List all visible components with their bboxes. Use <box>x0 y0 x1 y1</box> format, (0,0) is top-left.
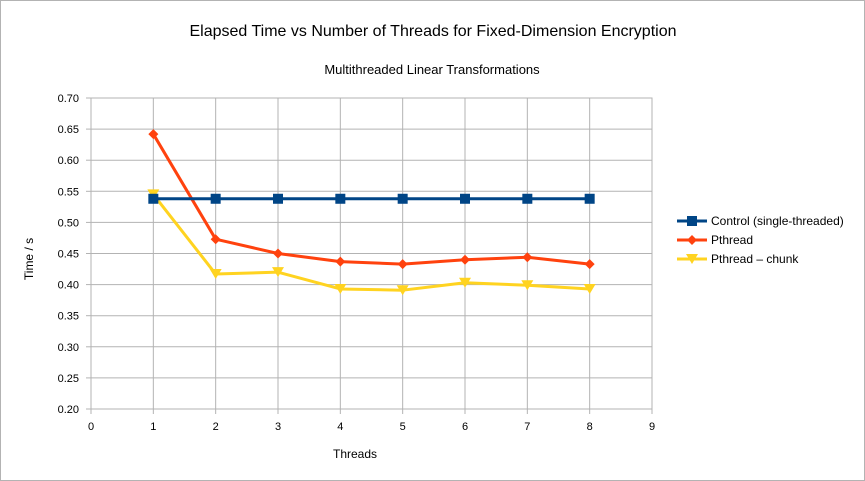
y-tick-label: 0.35 <box>58 311 79 323</box>
legend-item: Pthread – chunk <box>677 252 799 266</box>
y-tick-label: 0.60 <box>58 155 79 167</box>
data-point <box>273 248 283 259</box>
data-point <box>210 234 221 245</box>
x-axis-title: Threads <box>333 447 377 461</box>
data-point <box>459 277 471 288</box>
data-point <box>584 193 595 204</box>
y-tick-label: 0.50 <box>58 217 79 229</box>
data-point <box>210 193 221 204</box>
series-1 <box>148 129 595 270</box>
series <box>147 129 596 296</box>
chart-subtitle: Multithreaded Linear Transformations <box>324 62 540 77</box>
data-point <box>583 283 596 294</box>
data-point <box>273 193 283 204</box>
legend-item: Control (single-threaded) <box>677 214 844 228</box>
legend-item: Pthread <box>677 233 753 247</box>
x-tick-label: 9 <box>649 421 655 433</box>
y-tick-label: 0.55 <box>58 186 79 198</box>
series-line <box>152 193 590 292</box>
data-point <box>148 129 159 140</box>
chart-title: Elapsed Time vs Number of Threads for Fi… <box>189 23 676 40</box>
data-point <box>584 259 595 270</box>
data-point <box>272 267 284 278</box>
y-tick-label: 0.30 <box>58 342 79 354</box>
legend-swatch-marker <box>686 254 698 264</box>
y-tick-label: 0.20 <box>58 404 79 416</box>
plot-border <box>90 97 653 410</box>
data-point <box>148 193 159 204</box>
data-point <box>522 193 533 204</box>
x-tick-label: 2 <box>213 421 219 433</box>
legend-swatch-marker <box>687 216 697 226</box>
data-point <box>521 280 534 291</box>
y-tick-label: 0.25 <box>58 373 79 385</box>
data-point <box>397 259 408 270</box>
data-point <box>460 254 470 265</box>
legend-label: Pthread <box>711 233 753 247</box>
series-0 <box>148 193 595 204</box>
data-point <box>209 269 222 280</box>
data-point <box>335 193 346 204</box>
series-2 <box>147 189 596 296</box>
y-tick-label: 0.45 <box>58 249 79 261</box>
x-tick-label: 5 <box>400 421 406 433</box>
legend-label: Pthread – chunk <box>711 252 799 266</box>
y-tick-label: 0.70 <box>58 93 79 105</box>
data-point <box>335 256 346 267</box>
x-tick-label: 6 <box>462 421 468 433</box>
data-point <box>397 193 408 204</box>
y-tick-label: 0.40 <box>58 280 79 292</box>
series-line <box>152 133 590 266</box>
x-tick-label: 8 <box>587 421 593 433</box>
x-tick-label: 0 <box>88 421 94 433</box>
grid <box>86 97 653 414</box>
legend-swatch-marker <box>687 235 697 245</box>
tick-labels: 0.20 0.25 0.30 0.35 0.40 0.45 0.50 0.55 0.60 0.65… <box>58 93 655 433</box>
x-tick-label: 1 <box>150 421 156 433</box>
data-point <box>396 285 409 296</box>
y-tick-label: 0.65 <box>58 124 79 136</box>
legend-label: Control (single-threaded) <box>711 214 844 228</box>
x-tick-label: 7 <box>524 421 530 433</box>
data-point <box>460 193 470 204</box>
data-point <box>334 283 347 294</box>
y-axis-title: Time / s <box>22 238 36 280</box>
x-tick-label: 3 <box>275 421 281 433</box>
x-tick-label: 4 <box>337 421 343 433</box>
data-point <box>522 252 533 263</box>
legend: Control (single-threaded) Pthread Pthread … <box>677 214 844 266</box>
